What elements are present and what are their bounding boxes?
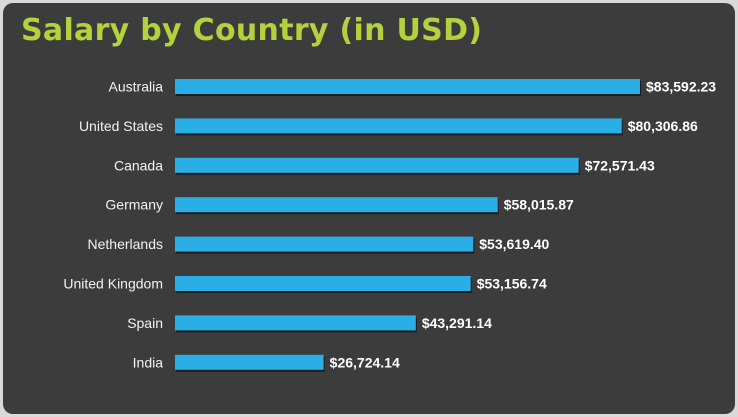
- bar-united-kingdom: [175, 276, 471, 291]
- bar-australia: [175, 79, 640, 94]
- value-label: $53,156.74: [477, 276, 547, 292]
- value-label: $72,571.43: [585, 157, 655, 173]
- category-label: Canada: [114, 157, 163, 173]
- category-label: Australia: [109, 79, 164, 95]
- value-label: $53,619.40: [479, 236, 549, 252]
- bar-netherlands: [175, 236, 474, 252]
- category-label: Germany: [105, 197, 163, 213]
- category-label: Spain: [127, 315, 163, 331]
- category-label: United States: [79, 118, 163, 134]
- category-label: Netherlands: [88, 236, 164, 252]
- bar-chart: Australia $83,592.23 United States $80,306.…: [63, 79, 716, 372]
- value-label: $26,724.14: [330, 354, 400, 370]
- value-label: $83,592.23: [646, 79, 716, 95]
- category-label: United Kingdom: [63, 276, 163, 292]
- value-label: $80,306.86: [628, 118, 698, 134]
- category-label: India: [133, 354, 164, 370]
- bar-spain: [175, 315, 416, 331]
- bar-india: [175, 354, 324, 370]
- chart-title: Salary by Country (in USD): [21, 13, 483, 48]
- bar-canada: [175, 157, 579, 173]
- chart-frame: Salary by Country (in USD) Australia $83,…: [3, 3, 735, 414]
- value-label: $58,015.87: [504, 197, 574, 213]
- bar-united-states: [175, 118, 622, 134]
- bar-germany: [175, 197, 498, 213]
- value-label: $43,291.14: [422, 315, 492, 331]
